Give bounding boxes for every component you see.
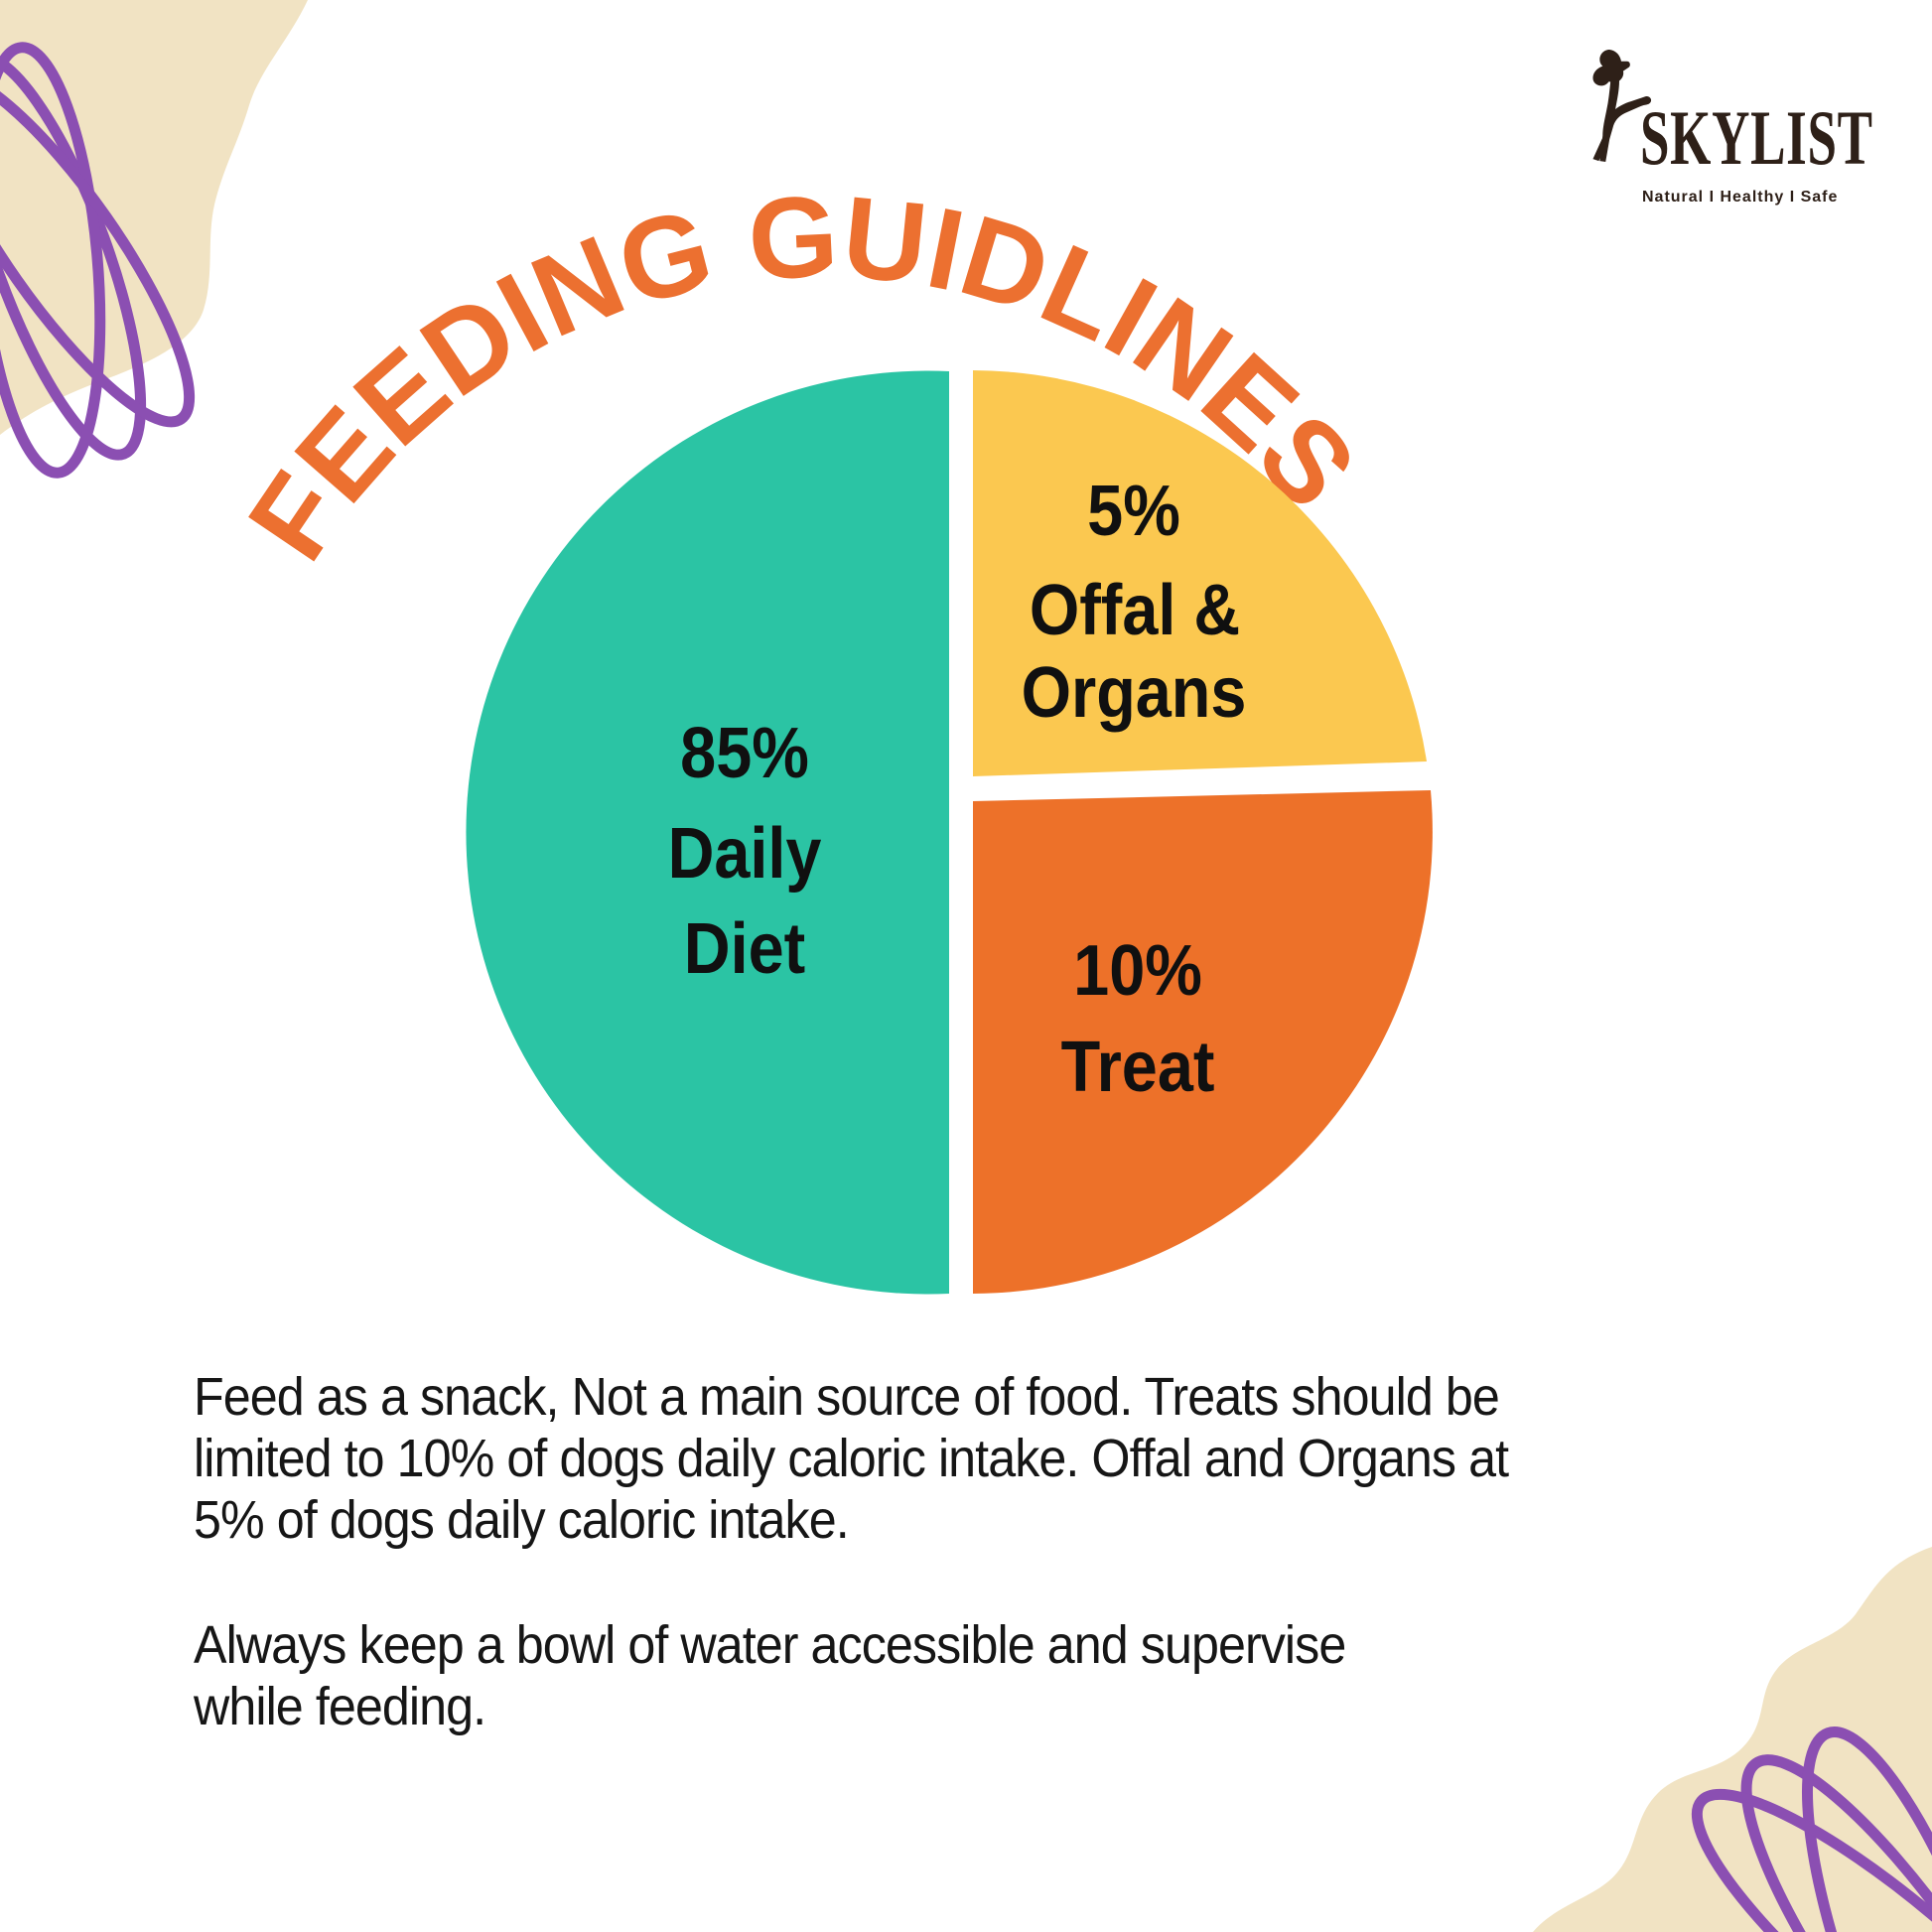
note-line: limited to 10% of dogs daily caloric int… — [194, 1429, 1509, 1488]
slice-label-daily-diet-word1: Daily — [668, 813, 822, 894]
slice-label-treat-pct: 10% — [1073, 930, 1202, 1011]
pie-slice-daily-diet — [466, 370, 949, 1295]
note-line: while feeding. — [194, 1677, 486, 1736]
brand-tagline: Natural I Healthy I Safe — [1642, 189, 1839, 206]
pie-slice-offal-organs — [973, 370, 1427, 776]
brand-logo: SKYLIST Natural I Healthy I Safe — [1579, 42, 1906, 206]
scribble-bottom-right — [1691, 1726, 1932, 1932]
slice-label-offal-word1: Offal & — [1030, 570, 1240, 650]
brand-name: SKYLIST — [1640, 94, 1873, 181]
feeding-notes: Feed as a snack, Not a main source of fo… — [194, 1366, 1881, 1737]
slice-label-daily-diet-pct: 85% — [680, 713, 809, 793]
feeding-note-paragraph-1: Feed as a snack, Not a main source of fo… — [194, 1366, 1881, 1551]
note-line: Always keep a bowl of water accessible a… — [194, 1615, 1346, 1675]
scribble-top-left — [0, 42, 196, 479]
note-line: 5% of dogs daily caloric intake. — [194, 1490, 850, 1550]
slice-label-offal-word2: Organs — [1022, 652, 1247, 733]
dog-logo-icon — [1592, 49, 1652, 163]
slice-label-treat-word1: Treat — [1061, 1027, 1215, 1107]
feeding-note-paragraph-2: Always keep a bowl of water accessible a… — [194, 1614, 1881, 1737]
slice-label-offal-pct: 5% — [1087, 471, 1180, 551]
note-line: Feed as a snack, Not a main source of fo… — [194, 1367, 1500, 1427]
pie-slice-treat — [973, 790, 1433, 1294]
slice-label-daily-diet-word2: Diet — [684, 908, 805, 989]
corner-blob-top-left — [0, 0, 308, 435]
pie-chart: 85% Daily Diet 5% Offal & Organs 10% Tre… — [466, 370, 1433, 1295]
paragraph-gap — [194, 1551, 1881, 1614]
